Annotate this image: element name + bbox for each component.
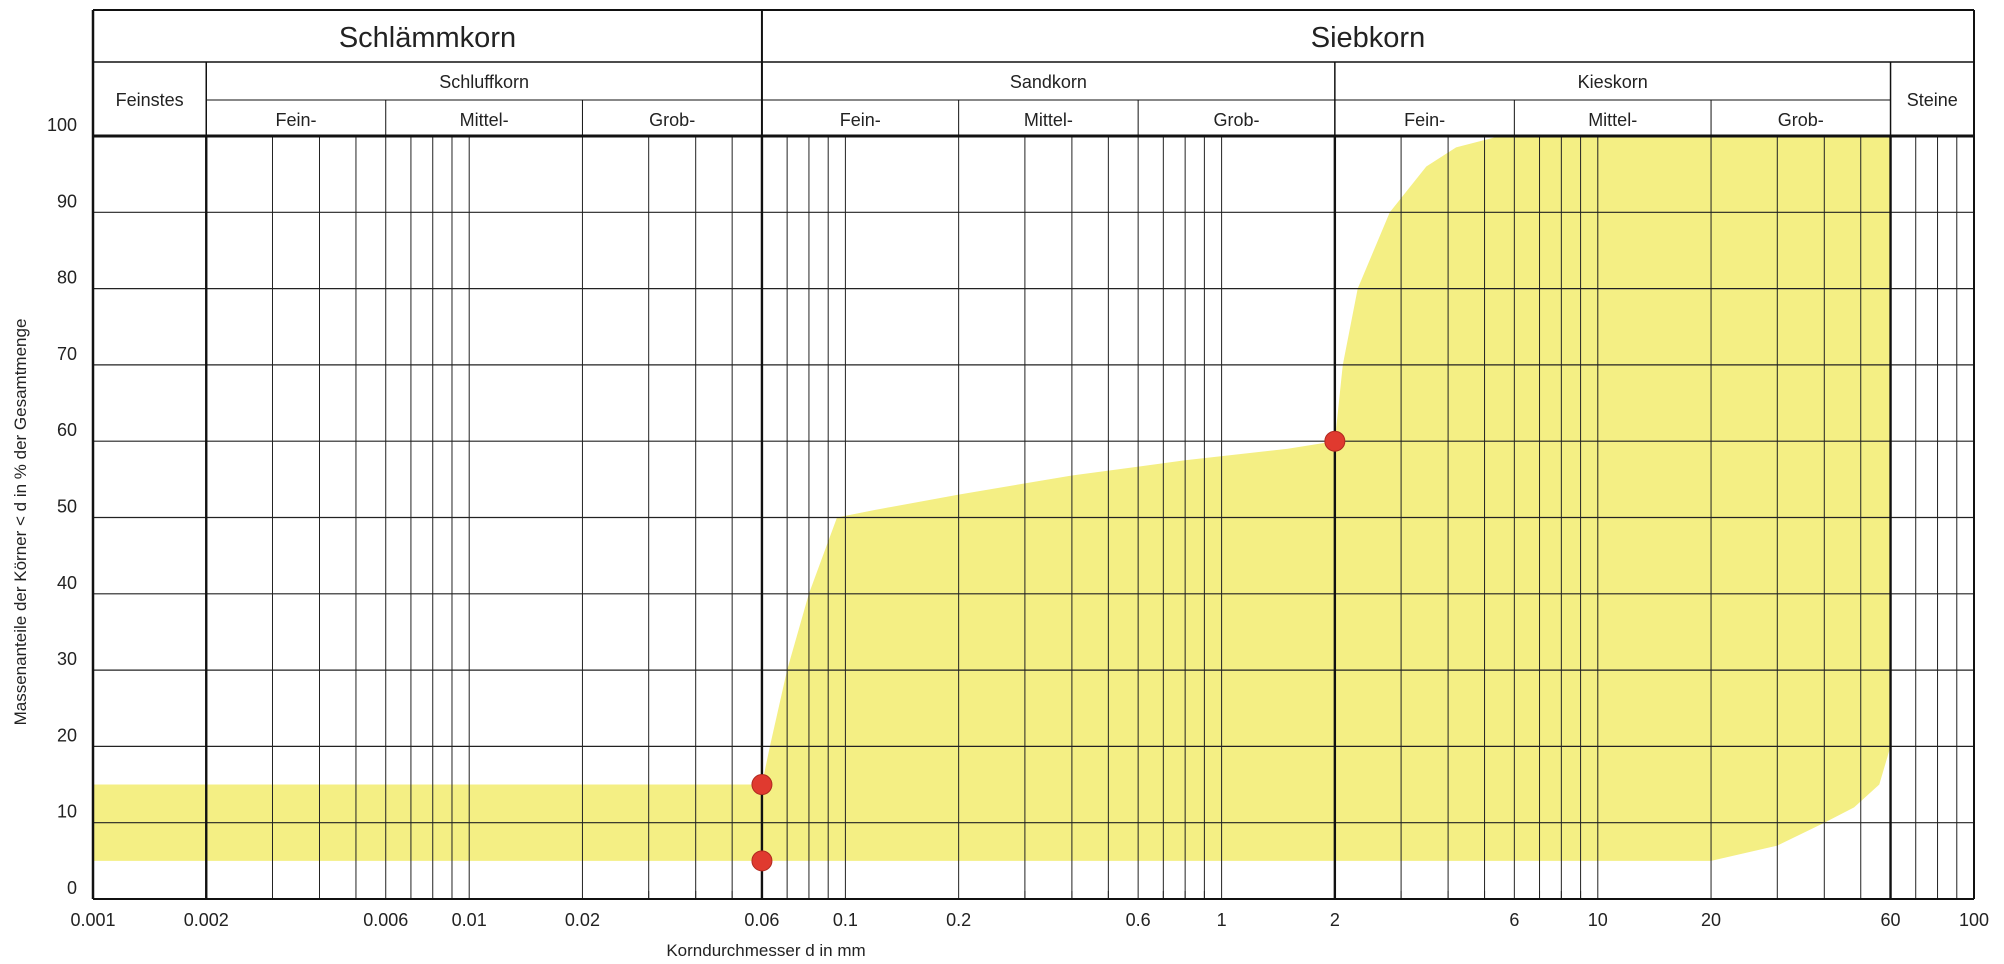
header-group-label: Feinstes — [116, 90, 184, 110]
header-subgroup-label: Mittel- — [1588, 110, 1637, 130]
header-group-label: Schluffkorn — [439, 72, 529, 92]
y-tick-label: 80 — [57, 268, 77, 288]
y-tick-label: 60 — [57, 420, 77, 440]
x-tick-label: 0.2 — [946, 910, 971, 930]
y-tick-label: 0 — [67, 878, 77, 898]
header-subgroup-label: Mittel- — [1024, 110, 1073, 130]
grid-lines — [93, 136, 1974, 899]
x-tick-label: 1 — [1217, 910, 1227, 930]
header-top-label: Siebkorn — [1311, 22, 1425, 54]
x-tick-label: 20 — [1701, 910, 1721, 930]
x-tick-label: 0.06 — [744, 910, 779, 930]
header-group-label: Sandkorn — [1010, 72, 1087, 92]
y-tick-label: 30 — [57, 649, 77, 669]
header-subgroup-label: Fein- — [275, 110, 316, 130]
y-tick-label: 100 — [47, 115, 77, 135]
x-tick-label: 0.1 — [833, 910, 858, 930]
x-tick-label: 0.02 — [565, 910, 600, 930]
grading-band — [93, 136, 1891, 861]
header-group-label: Kieskorn — [1578, 72, 1648, 92]
y-tick-label: 50 — [57, 497, 77, 517]
y-tick-labels: 0 10 20 30 40 50 60 70 80 90 100 — [47, 115, 77, 898]
y-axis-label: Massenanteile der Körner < d in % der Ge… — [11, 319, 30, 726]
x-tick-label: 0.002 — [184, 910, 229, 930]
y-tick-label: 20 — [57, 725, 77, 745]
x-axis-label: Korndurchmesser d in mm — [666, 941, 865, 960]
header-group-label: Steine — [1907, 90, 1958, 110]
header-subgroup-label: Mittel- — [460, 110, 509, 130]
x-tick-label: 0.006 — [363, 910, 408, 930]
x-tick-labels: 0.001 0.002 0.006 0.01 0.02 0.06 0.1 0.2 0.6 1 2 6 1… — [70, 910, 1989, 930]
x-tick-label: 6 — [1509, 910, 1519, 930]
classification-header: Schlämmkorn Siebkorn Feinstes Schluffkorn Sa… — [93, 9, 1974, 136]
data-point — [751, 850, 773, 872]
header-subgroup-label: Grob- — [1213, 110, 1259, 130]
data-point — [751, 774, 773, 796]
y-tick-label: 90 — [57, 191, 77, 211]
data-points — [751, 430, 1346, 872]
x-tick-label: 60 — [1881, 910, 1901, 930]
header-subgroup-label: Grob- — [649, 110, 695, 130]
y-tick-label: 40 — [57, 573, 77, 593]
x-tick-label: 0.001 — [70, 910, 115, 930]
y-tick-label: 10 — [57, 802, 77, 822]
header-top-label: Schlämmkorn — [339, 22, 516, 54]
y-tick-label: 70 — [57, 344, 77, 364]
x-tick-label: 10 — [1588, 910, 1608, 930]
chart-frame — [91, 10, 1975, 900]
header-subgroup-label: Fein- — [840, 110, 881, 130]
header-subgroup-label: Grob- — [1778, 110, 1824, 130]
data-point — [1324, 430, 1346, 452]
x-tick-label: 2 — [1330, 910, 1340, 930]
header-subgroup-label: Fein- — [1404, 110, 1445, 130]
x-tick-label: 0.01 — [452, 910, 487, 930]
x-tick-label: 100 — [1959, 910, 1989, 930]
grading-band-area — [93, 136, 1891, 861]
x-tick-label: 0.6 — [1126, 910, 1151, 930]
